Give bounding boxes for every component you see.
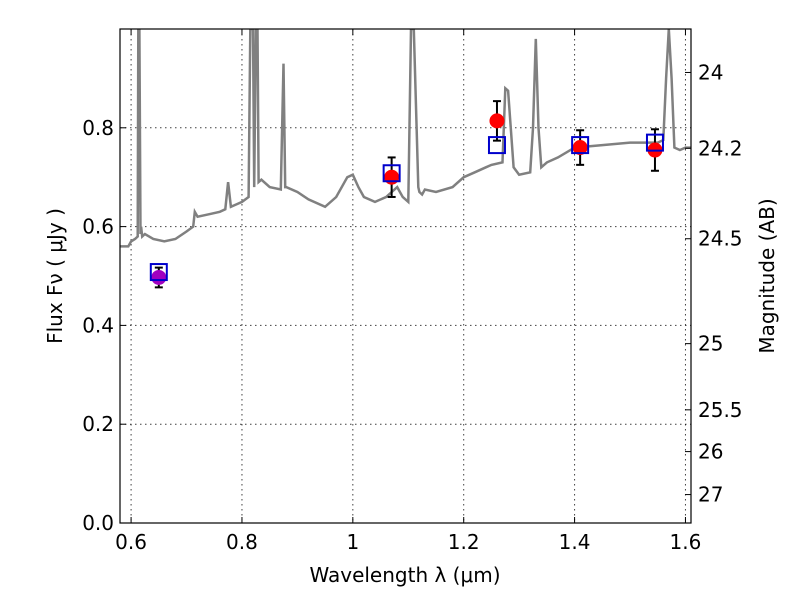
model-photometry-point [382, 164, 401, 183]
y-ticks: 0.0 0.2 0.4 0.6 0.8 [82, 116, 126, 535]
y-tick-label: 0.2 [82, 412, 114, 436]
plot-frame [119, 28, 692, 524]
plot-area [120, 29, 691, 289]
observed-point [151, 269, 167, 285]
y2-tick-label: 24.5 [698, 227, 743, 251]
x-tick-label: 1.4 [559, 530, 591, 554]
y-tick-label: 0.4 [82, 313, 114, 337]
y-tick-label: 0.6 [82, 215, 114, 239]
x-tick-label: 1 [346, 530, 359, 554]
model-photometry-point [149, 263, 168, 282]
x-tick-label: 1.2 [448, 530, 480, 554]
x-tick-label: 0.8 [226, 530, 258, 554]
y2-tick-label: 27 [698, 483, 723, 507]
model-photometry-point [571, 136, 590, 155]
y-tick-label: 0.8 [82, 116, 114, 140]
model-photometry-point [645, 133, 664, 152]
observed-point [489, 113, 505, 129]
y2-axis-label: Magnitude (AB) [755, 198, 779, 353]
x-axis-label: Wavelength λ (μm) [309, 563, 500, 587]
x-ticks: 0.6 0.8 1 1.2 1.4 1.6 [115, 29, 701, 554]
y2-tick-label: 24 [698, 60, 723, 84]
x-tick-label: 0.6 [115, 530, 147, 554]
y-tick-label: 0.0 [82, 511, 114, 535]
model-photometry-point [487, 136, 506, 155]
model-photometry-points [149, 133, 664, 282]
y-axis-label: Flux Fν ( μJy ) [43, 208, 67, 344]
observed-point [572, 140, 588, 156]
y2-tick-label: 25.5 [698, 398, 743, 422]
y2-tick-label: 24.2 [698, 136, 743, 160]
y2-tick-label: 25 [698, 332, 723, 356]
y2-ticks: 24 24.2 24.5 25 25.5 26 27 [685, 60, 743, 507]
y2-tick-label: 26 [698, 440, 723, 464]
grid-lines [120, 29, 691, 523]
x-tick-label: 1.6 [670, 530, 702, 554]
model-spectrum-line [120, 29, 691, 248]
observed-point [384, 169, 400, 185]
